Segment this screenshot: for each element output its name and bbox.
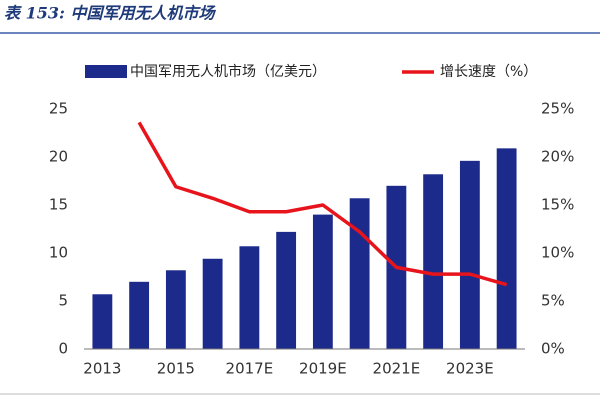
y-tick-label: 10 (49, 244, 68, 262)
y2-tick-label: 5% (541, 292, 565, 310)
x-tick-label: 2023E (446, 360, 494, 378)
x-tick-label: 2021E (373, 360, 421, 378)
bar (496, 148, 517, 349)
y2-tick-label: 15% (541, 196, 574, 214)
bar (276, 231, 297, 349)
x-tick-label: 2013 (83, 360, 121, 378)
bar (202, 258, 223, 349)
y2-tick-label: 10% (541, 244, 574, 262)
x-tick-label: 2019E (299, 360, 347, 378)
y2-tick-label: 25% (541, 100, 574, 118)
y2-tick-label: 20% (541, 148, 574, 166)
y-tick-label: 25 (49, 100, 68, 118)
bar (239, 246, 260, 349)
bar (312, 214, 333, 349)
y2-tick-label: 0% (541, 340, 565, 358)
y-tick-label: 5 (58, 292, 68, 310)
bar (459, 160, 480, 349)
bar (423, 174, 444, 349)
chart-title: 表 153: 中国军用无人机市场 (4, 4, 216, 23)
x-tick-label: 2017E (226, 360, 274, 378)
legend-label: 中国军用无人机市场（亿美元） (130, 63, 326, 80)
x-tick-label: 2015 (157, 360, 195, 378)
bar (349, 198, 370, 349)
bar (129, 281, 150, 349)
y-tick-label: 20 (49, 148, 68, 166)
bar (165, 270, 186, 349)
legend-swatch (85, 65, 127, 78)
y-tick-label: 15 (49, 196, 68, 214)
line (137, 121, 508, 287)
bar (92, 294, 113, 349)
legend-label: 增长速度（%） (440, 64, 537, 80)
y-tick-label: 0 (58, 340, 68, 358)
